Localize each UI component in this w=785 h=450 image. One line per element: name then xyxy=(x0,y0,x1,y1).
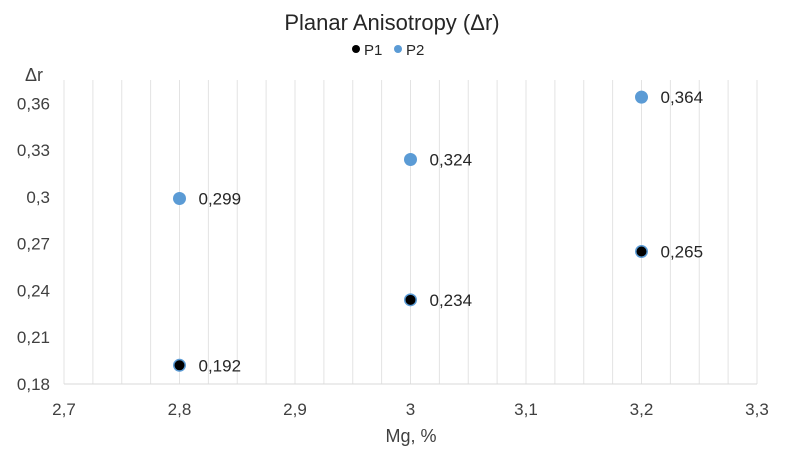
x-tick-label: 2,9 xyxy=(283,400,307,419)
data-points xyxy=(173,90,648,372)
y-tick-label: 0,3 xyxy=(26,188,50,207)
y-tick-label: 0,33 xyxy=(17,141,50,160)
data-label-p2: 0,324 xyxy=(430,151,473,170)
point-p1 xyxy=(405,294,416,305)
data-label-p1: 0,192 xyxy=(199,356,242,375)
x-axis-title: Mg, % xyxy=(385,426,436,446)
y-tick-label: 0,24 xyxy=(17,281,50,300)
data-label-p2: 0,299 xyxy=(199,189,242,208)
x-tick-label: 3 xyxy=(406,400,415,419)
data-label-p1: 0,265 xyxy=(661,242,704,261)
y-axis-title: Δr xyxy=(25,65,43,85)
chart-title: Planar Anisotropy (Δr) xyxy=(284,10,499,35)
x-tick-label: 3,3 xyxy=(745,400,769,419)
point-p1 xyxy=(636,246,647,257)
y-tick-label: 0,21 xyxy=(17,328,50,347)
x-tick-label: 2,8 xyxy=(168,400,192,419)
x-tick-label: 3,2 xyxy=(630,400,654,419)
y-tick-label: 0,18 xyxy=(17,375,50,394)
y-tick-label: 0,27 xyxy=(17,235,50,254)
data-label-p1: 0,234 xyxy=(430,291,473,310)
data-label-p2: 0,364 xyxy=(661,88,704,107)
legend-label-p2: P2 xyxy=(406,42,424,59)
legend-marker-p2 xyxy=(394,45,402,53)
y-tick-label: 0,36 xyxy=(17,94,50,113)
data-labels: 0,192 0,234 0,265 0,299 0,324 0,364 xyxy=(199,88,704,375)
point-p2 xyxy=(404,153,417,167)
point-p2 xyxy=(635,90,648,104)
legend-label-p1: P1 xyxy=(364,42,382,59)
legend-marker-p1 xyxy=(352,45,360,53)
point-p1 xyxy=(174,360,185,371)
legend: P1 P2 xyxy=(352,42,424,59)
point-p2 xyxy=(173,191,186,205)
x-tick-labels: 2,7 2,8 2,9 3 3,1 3,2 3,3 xyxy=(52,400,769,419)
gridlines xyxy=(63,80,758,385)
x-tick-label: 2,7 xyxy=(52,400,76,419)
y-tick-labels: 0,18 0,21 0,24 0,27 0,3 0,33 0,36 xyxy=(17,94,50,394)
x-tick-label: 3,1 xyxy=(514,400,538,419)
